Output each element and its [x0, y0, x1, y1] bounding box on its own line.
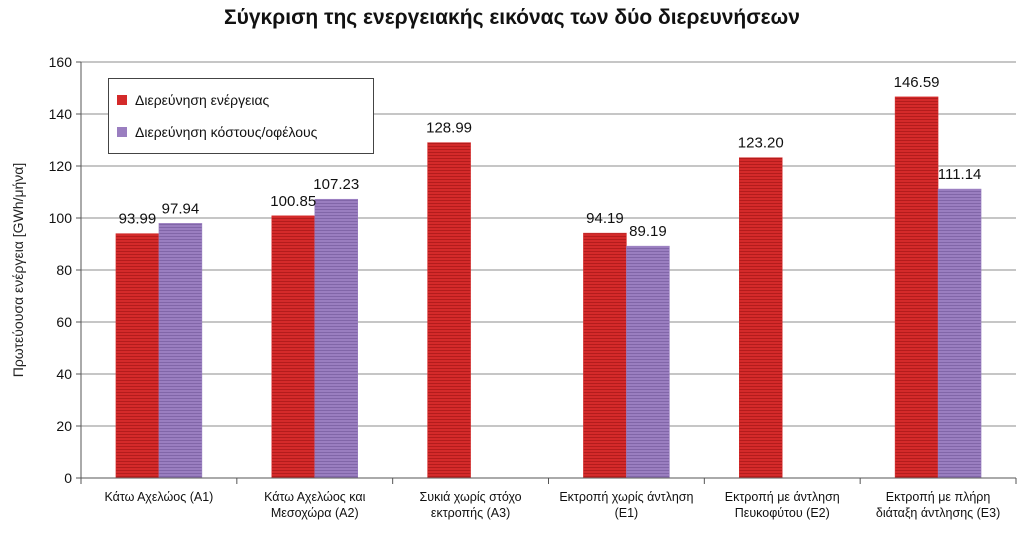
data-label: 128.99	[426, 120, 472, 137]
bar-energy	[115, 233, 160, 479]
bar-cost-benefit	[626, 245, 670, 479]
legend-swatch-cost-benefit	[117, 127, 127, 137]
data-label: 123.20	[738, 135, 784, 152]
data-label: 100.85	[270, 193, 316, 210]
x-category-label-line: Πευκοφύτου (Ε2)	[734, 506, 830, 520]
legend-label-cost-benefit: Διερεύνηση κόστους/οφέλους	[135, 124, 318, 140]
legend-swatch-energy	[117, 95, 127, 105]
legend-item-energy: Διερεύνηση ενέργειας	[117, 91, 269, 109]
y-tick-label: 100	[49, 210, 73, 226]
x-category-label: Εκτροπή χωρίς άντληση (Ε1)	[551, 489, 701, 521]
data-label: 107.23	[313, 176, 359, 193]
bar-cost-benefit	[314, 198, 358, 479]
x-category-label-line: Μεσοχώρα (Α2)	[270, 506, 359, 520]
x-category-label-line: Συκιά χωρίς στόχο	[419, 490, 522, 504]
x-category-label: Εκτροπή με πλήρη διάταξη άντλησης (Ε3)	[863, 489, 1013, 521]
legend-item-cost-benefit: Διερεύνηση κόστους/οφέλους	[117, 123, 317, 141]
x-category-label: Κάτω Αχελώος (Α1)	[84, 489, 234, 505]
bar-energy	[583, 232, 627, 479]
data-label: 93.99	[119, 211, 157, 228]
x-category-label-line: Εκτροπή χωρίς άντληση	[559, 490, 694, 504]
x-category-label-line: εκτροπής (Α3)	[430, 506, 511, 520]
data-label: 111.14	[938, 166, 982, 183]
bar-energy	[894, 96, 939, 479]
x-category-label-line: Εκτροπή με άντληση	[724, 490, 840, 504]
x-category-label-line: Εκτροπή με πλήρη	[885, 490, 991, 504]
bar-cost-benefit	[937, 188, 982, 479]
x-category-label-line: Κάτω Αχελώος και	[264, 490, 366, 504]
y-tick-label: 60	[56, 314, 72, 330]
data-label: 146.59	[894, 74, 940, 91]
y-tick-label: 40	[56, 366, 72, 382]
y-tick-label: 80	[56, 262, 72, 278]
bar-energy	[271, 215, 315, 479]
data-label: 94.19	[586, 210, 624, 227]
data-label: 97.94	[162, 200, 200, 217]
x-category-label-line: Κάτω Αχελώος (Α1)	[104, 490, 214, 504]
legend-label-energy: Διερεύνηση ενέργειας	[135, 92, 270, 108]
y-tick-label: 0	[64, 470, 72, 486]
chart-title: Σύγκριση της ενεργειακής εικόνας των δύο…	[224, 6, 800, 29]
y-tick-label: 160	[49, 54, 73, 70]
data-label: 89.19	[629, 223, 667, 240]
x-category-label-line: (Ε1)	[614, 506, 639, 520]
y-tick-label: 20	[56, 418, 72, 434]
bar-cost-benefit	[158, 223, 203, 479]
x-category-label: Συκιά χωρίς στόχο εκτροπής (Α3)	[396, 489, 546, 521]
bar-energy	[427, 142, 471, 479]
y-tick-label: 120	[49, 158, 73, 174]
x-category-label: Κάτω Αχελώος και Μεσοχώρα (Α2)	[240, 489, 390, 521]
legend: Διερεύνηση ενέργειας Διερεύνηση κόστους/…	[108, 78, 374, 154]
y-tick-label: 140	[49, 106, 73, 122]
x-category-label-line: διάταξη άντλησης (Ε3)	[875, 506, 1001, 520]
x-category-label: Εκτροπή με άντληση Πευκοφύτου (Ε2)	[707, 489, 857, 521]
bar-energy	[739, 157, 783, 479]
